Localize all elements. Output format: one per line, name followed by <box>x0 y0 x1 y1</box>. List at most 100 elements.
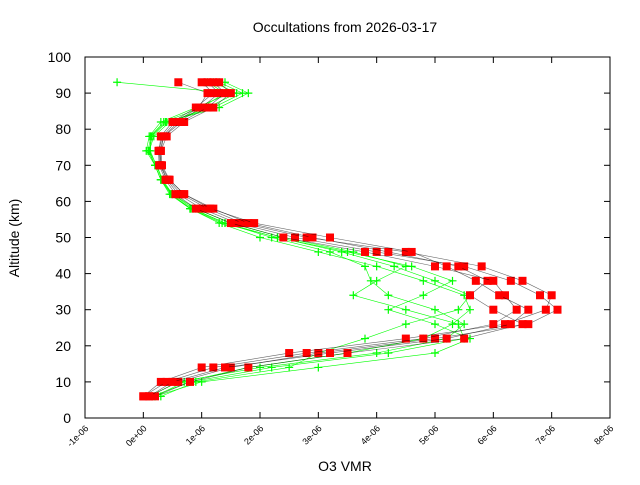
data-point-square <box>232 219 241 228</box>
data-point-square <box>186 377 194 386</box>
data-point-square <box>226 89 235 98</box>
data-point-square <box>431 262 439 271</box>
data-point-square <box>180 190 189 199</box>
data-point-square <box>226 219 235 228</box>
data-point-plus <box>448 276 457 285</box>
data-point-plus <box>343 247 352 256</box>
data-point-square <box>221 363 229 372</box>
data-point-square <box>536 291 544 300</box>
y-tick-label: 50 <box>55 230 71 246</box>
x-tick-label: 5e-06 <box>417 423 440 446</box>
x-tick-label: 1e-06 <box>184 423 207 446</box>
series-red <box>139 78 562 401</box>
data-point-square <box>302 233 311 242</box>
data-point-square <box>209 103 218 112</box>
data-point-square <box>171 190 180 199</box>
data-point-square <box>547 291 556 300</box>
data-point-square <box>524 305 533 314</box>
data-point-plus <box>431 320 439 329</box>
data-point-square <box>191 204 200 213</box>
y-tick-label: 10 <box>55 374 71 390</box>
data-point-plus <box>361 262 369 271</box>
data-point-square <box>518 320 527 329</box>
data-point-square <box>197 78 206 87</box>
data-point-square <box>291 233 299 242</box>
data-point-square <box>477 262 486 271</box>
y-tick-label: 20 <box>55 338 71 354</box>
data-point-plus <box>285 363 294 372</box>
y-tick-label: 80 <box>55 121 71 137</box>
data-point-square <box>238 219 247 228</box>
data-point-square <box>460 334 469 343</box>
data-point-square <box>203 89 212 98</box>
data-point-square <box>466 291 474 300</box>
data-point-square <box>506 276 515 285</box>
x-tick-label: 0e+00 <box>124 423 149 448</box>
data-point-square <box>524 320 533 329</box>
data-point-square <box>197 204 206 213</box>
data-point-square <box>250 219 259 228</box>
data-point-square <box>215 89 224 98</box>
data-point-plus <box>419 291 428 300</box>
data-point-square <box>156 161 165 170</box>
data-point-square <box>151 392 159 401</box>
data-point-plus <box>431 276 439 285</box>
data-point-plus <box>161 117 170 126</box>
data-point-square <box>145 392 154 401</box>
data-point-square <box>501 320 509 329</box>
data-point-square <box>489 276 498 285</box>
data-point-square <box>279 233 288 242</box>
data-point-square <box>302 349 311 358</box>
data-point-square <box>215 78 224 87</box>
data-point-square <box>159 132 168 141</box>
data-point-plus <box>431 349 439 358</box>
data-point-square <box>343 349 352 358</box>
data-point-square <box>209 89 218 98</box>
data-point-square <box>314 349 323 358</box>
data-point-square <box>244 363 253 372</box>
plot-marks <box>113 78 562 401</box>
data-point-square <box>244 219 253 228</box>
data-point-square <box>139 392 148 401</box>
data-point-plus <box>267 363 276 372</box>
data-point-plus <box>256 233 264 242</box>
data-point-square <box>384 247 393 256</box>
data-point-plus <box>384 305 393 314</box>
data-point-square <box>209 363 218 372</box>
x-tick-label: 6e-06 <box>475 423 498 446</box>
data-point-square <box>495 291 504 300</box>
y-tick-label: 40 <box>55 266 71 282</box>
data-point-square <box>471 276 480 285</box>
data-point-square <box>431 334 439 343</box>
data-point-square <box>401 334 410 343</box>
y-axis-label: Altitude (km) <box>6 199 22 278</box>
y-tick-label: 90 <box>55 85 71 101</box>
data-point-square <box>226 363 235 372</box>
data-point-square <box>162 377 171 386</box>
data-point-square <box>177 117 186 126</box>
data-point-square <box>209 78 218 87</box>
x-tick-label: 8e-06 <box>592 423 615 446</box>
data-point-square <box>541 305 550 314</box>
x-tick-label: 2e-06 <box>242 423 265 446</box>
data-point-square <box>168 377 177 386</box>
x-axis-label: O3 VMR <box>318 458 372 474</box>
data-point-plus <box>390 262 399 271</box>
data-point-plus <box>113 78 122 87</box>
y-tick-label: 70 <box>55 157 71 173</box>
data-point-plus <box>384 291 393 300</box>
data-point-plus <box>372 349 381 358</box>
y-tick-label: 60 <box>55 193 71 209</box>
data-point-plus <box>256 363 264 372</box>
data-point-plus <box>454 320 463 329</box>
data-point-square <box>221 89 229 98</box>
data-point-plus <box>401 320 410 329</box>
data-point-square <box>518 276 527 285</box>
data-point-plus <box>314 363 323 372</box>
y-tick-label: 30 <box>55 302 71 318</box>
data-point-square <box>401 247 410 256</box>
data-point-plus <box>466 305 474 314</box>
data-point-plus <box>361 334 369 343</box>
data-point-square <box>442 262 451 271</box>
